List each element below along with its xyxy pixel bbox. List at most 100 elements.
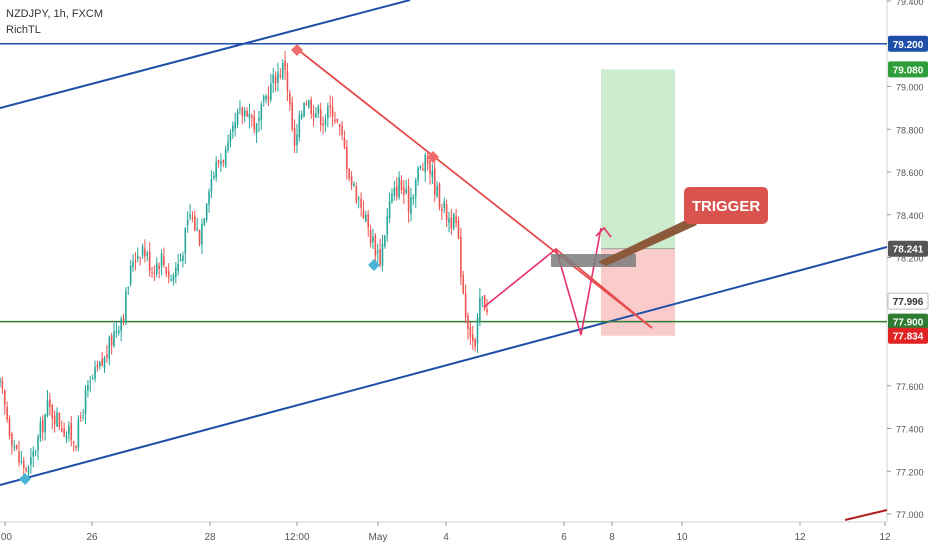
candle-body xyxy=(227,141,229,150)
candle-body xyxy=(374,235,377,256)
x-tick-label: 12:00 xyxy=(284,532,309,543)
x-tick-label: :00 xyxy=(0,532,12,543)
candle-body xyxy=(400,179,403,191)
candle-body xyxy=(106,354,108,358)
candle-body xyxy=(450,217,453,229)
candle-body xyxy=(241,107,244,117)
price-badge-label: 78.241 xyxy=(893,245,924,256)
candle-body xyxy=(436,186,438,197)
candle-body xyxy=(422,168,424,171)
candle-body xyxy=(215,162,217,178)
candle-body xyxy=(125,290,127,324)
candle-body xyxy=(305,103,308,106)
pivot-high-marker xyxy=(427,151,439,163)
candle-body xyxy=(395,186,398,197)
candle-body xyxy=(384,235,386,247)
candle-body xyxy=(346,146,348,170)
take-profit-zone xyxy=(601,69,675,249)
projected-path-arrowhead xyxy=(595,226,612,238)
candle-body xyxy=(13,446,16,448)
price-badge-entry xyxy=(888,240,928,257)
candle-body xyxy=(270,83,272,100)
candle-body xyxy=(210,179,213,192)
y-tick-label: 77.400 xyxy=(896,425,924,435)
candle-body xyxy=(136,255,139,259)
candle-body xyxy=(403,187,405,195)
candle-body xyxy=(239,109,241,111)
candle-body xyxy=(220,161,222,166)
x-tick-label: 4 xyxy=(443,532,449,543)
candle-body xyxy=(353,183,355,187)
channel-lower-line xyxy=(0,246,888,486)
candle-body xyxy=(98,361,101,367)
candle-body xyxy=(41,419,44,433)
candle-body xyxy=(471,334,474,341)
candle-body xyxy=(205,203,208,220)
candle-body xyxy=(367,214,370,228)
pivot-low-marker xyxy=(368,259,380,271)
candle-body xyxy=(191,217,194,219)
x-tick-label: 28 xyxy=(204,532,216,543)
candle-body xyxy=(108,336,111,359)
x-tick-label: 8 xyxy=(609,532,615,543)
candle-body xyxy=(148,251,151,271)
candle-body xyxy=(151,272,153,274)
candle-body xyxy=(229,133,232,143)
candle-body xyxy=(87,384,89,391)
y-tick-label: 78.800 xyxy=(896,125,924,135)
candle-body xyxy=(213,175,215,178)
candle-body xyxy=(110,335,113,346)
candle-body xyxy=(260,104,263,120)
candle-body xyxy=(234,122,236,129)
candle-body xyxy=(236,111,239,125)
candle-body xyxy=(464,293,467,318)
candle-body xyxy=(315,113,317,118)
candle-body xyxy=(134,260,137,262)
candle-body xyxy=(63,428,65,437)
price-badge-support xyxy=(888,313,928,330)
candle-body xyxy=(58,412,61,427)
candle-body xyxy=(293,127,296,146)
candle-body xyxy=(184,228,187,254)
candle-body xyxy=(312,113,315,117)
candle-body xyxy=(438,184,441,208)
candle-body xyxy=(455,216,457,223)
y-tick-label: 77.200 xyxy=(896,467,924,477)
candle-body xyxy=(362,210,365,219)
candle-body xyxy=(1,380,4,389)
x-tick-label: 6 xyxy=(561,532,567,543)
candle-body xyxy=(22,461,25,469)
candle-body xyxy=(115,330,118,333)
candle-body xyxy=(101,358,103,366)
candle-body xyxy=(253,116,255,130)
candle-body xyxy=(129,265,132,285)
candle-body xyxy=(246,110,248,117)
pivot-high-marker xyxy=(291,44,303,56)
candle-body xyxy=(53,415,56,425)
candle-body xyxy=(412,196,415,200)
candle-body xyxy=(462,275,465,293)
candle-body xyxy=(127,287,130,289)
candle-body xyxy=(113,331,115,347)
candle-body xyxy=(379,249,381,265)
descending-trendline xyxy=(296,48,653,329)
candle-body xyxy=(486,309,488,313)
candle-body xyxy=(11,433,13,446)
candle-body xyxy=(182,255,184,261)
candle-body xyxy=(452,213,455,229)
candle-body xyxy=(481,297,484,299)
candle-body xyxy=(445,203,448,221)
candle-body xyxy=(160,253,163,267)
x-tick-label: 10 xyxy=(676,532,688,543)
lower-right-trendline xyxy=(844,509,888,521)
candle-body xyxy=(65,435,68,440)
candle-body xyxy=(365,214,367,222)
candle-body xyxy=(289,93,291,104)
candle-body xyxy=(407,186,410,213)
candle-body xyxy=(243,110,246,117)
candle-body xyxy=(194,216,196,231)
candle-body xyxy=(49,399,51,407)
candle-body xyxy=(355,186,358,202)
